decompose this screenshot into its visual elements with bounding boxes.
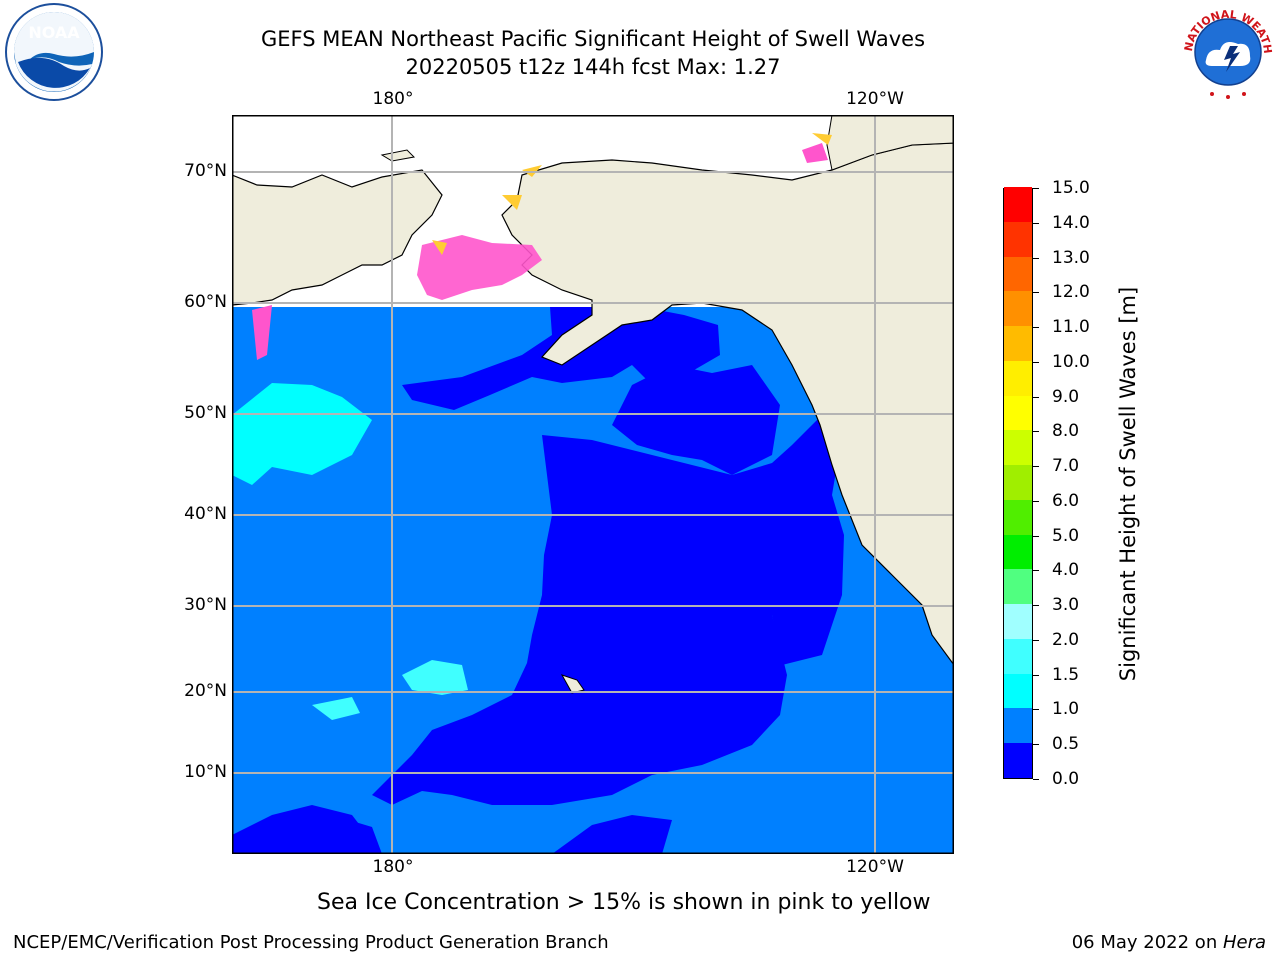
footer-date: 06 May 2022 on Hera: [1072, 932, 1266, 953]
colorbar-tick: [1033, 257, 1039, 259]
colorbar-segment: [1004, 568, 1032, 605]
colorbar-segment: [1004, 395, 1032, 431]
colorbar-tick-label: 10.0: [1052, 351, 1090, 372]
colorbar-tick-label: 2.0: [1052, 629, 1080, 650]
colorbar-tick: [1033, 396, 1039, 398]
colorbar-tick-label: 9.0: [1052, 386, 1080, 407]
map-panel: [232, 115, 954, 854]
lat-label-30n: 30°N: [184, 595, 227, 615]
colorbar-tick: [1033, 292, 1039, 294]
colorbar-segment: [1004, 742, 1032, 778]
colorbar-segment: [1004, 708, 1032, 744]
chart-title: GEFS MEAN Northeast Pacific Significant …: [260, 27, 926, 51]
colorbar-tick-label: 7.0: [1052, 456, 1080, 477]
colorbar-tick-label: 5.0: [1052, 525, 1080, 546]
lat-label-10n: 10°N: [184, 762, 227, 782]
colorbar-segment: [1004, 603, 1032, 639]
colorbar-tick-label: 3.0: [1052, 595, 1080, 616]
colorbar-segment: [1004, 673, 1032, 709]
colorbar-segment: [1004, 221, 1032, 257]
swell-height-map: [232, 115, 954, 854]
lon-label-120w-bottom: 120°W: [846, 857, 904, 877]
lat-label-20n: 20°N: [184, 681, 227, 701]
colorbar-tick: [1033, 639, 1039, 641]
footer-credit: NCEP/EMC/Verification Post Processing Pr…: [13, 932, 609, 953]
colorbar-tick: [1033, 605, 1039, 607]
colorbar-tick: [1033, 709, 1039, 711]
colorbar-tick: [1033, 222, 1039, 224]
colorbar-tick-label: 0.5: [1052, 734, 1080, 755]
colorbar-segment: [1004, 290, 1032, 327]
colorbar-tick: [1033, 431, 1039, 433]
colorbar-segment: [1004, 256, 1032, 292]
noaa-logo-icon: NOAA: [4, 2, 104, 102]
colorbar-tick-label: 1.0: [1052, 699, 1080, 720]
national-weather-service-logo-icon: NATIONAL WEATHER SERVICE: [1174, 0, 1278, 102]
colorbar-title: Significant Height of Swell Waves [m]: [1116, 286, 1140, 682]
sea-ice-note: Sea Ice Concentration > 15% is shown in …: [317, 890, 931, 915]
svg-text:NOAA: NOAA: [28, 23, 80, 42]
lat-label-70n: 70°N: [184, 161, 227, 181]
chart-subtitle: 20220505 t12z 144h fcst Max: 1.27: [405, 55, 781, 79]
lat-label-40n: 40°N: [184, 504, 227, 524]
colorbar-tick: [1033, 744, 1039, 746]
colorbar-tick: [1033, 188, 1039, 189]
colorbar-segment: [1004, 499, 1032, 535]
colorbar-tick: [1033, 466, 1039, 468]
colorbar-tick-label: 14.0: [1052, 212, 1090, 233]
north-america-land: [501, 142, 954, 667]
colorbar-tick-label: 11.0: [1052, 317, 1090, 338]
colorbar-tick-label: 13.0: [1052, 247, 1090, 268]
colorbar-tick: [1033, 327, 1039, 329]
colorbar-segment: [1004, 464, 1032, 500]
lon-label-180-top: 180°: [372, 89, 414, 109]
colorbar-tick: [1033, 535, 1039, 537]
colorbar-segment: [1004, 534, 1032, 570]
colorbar-segment: [1004, 429, 1032, 466]
colorbar-segment: [1004, 360, 1032, 396]
colorbar-segment: [1004, 325, 1032, 361]
colorbar-segment: [1004, 186, 1032, 222]
lon-label-180-bottom: 180°: [372, 857, 414, 877]
colorbar-tick: [1033, 500, 1039, 502]
footer-date-text: 06 May 2022 on: [1071, 932, 1223, 953]
lat-label-60n: 60°N: [184, 292, 227, 312]
colorbar-tick: [1033, 779, 1039, 780]
colorbar-tick: [1033, 570, 1039, 572]
hawaii-islands: [560, 674, 585, 694]
sea-ice-region: [417, 235, 542, 300]
colorbar-tick-label: 12.0: [1052, 282, 1090, 303]
footer-host: Hera: [1222, 932, 1266, 953]
colorbar-tick-label: 15.0: [1052, 178, 1090, 198]
colorbar-tick: [1033, 674, 1039, 676]
lat-label-50n: 50°N: [184, 403, 227, 423]
colorbar-tick-label: 4.0: [1052, 560, 1080, 581]
colorbar-tick-label: 8.0: [1052, 421, 1080, 442]
colorbar: [1003, 186, 1033, 779]
colorbar-tick: [1033, 361, 1039, 363]
colorbar-segment: [1004, 638, 1032, 674]
swell-peak-region: [232, 383, 372, 485]
colorbar-tick-label: 1.5: [1052, 664, 1080, 685]
colorbar-tick-label: 0.0: [1052, 769, 1080, 789]
lon-label-120w-top: 120°W: [846, 89, 904, 109]
colorbar-tick-label: 6.0: [1052, 490, 1080, 511]
